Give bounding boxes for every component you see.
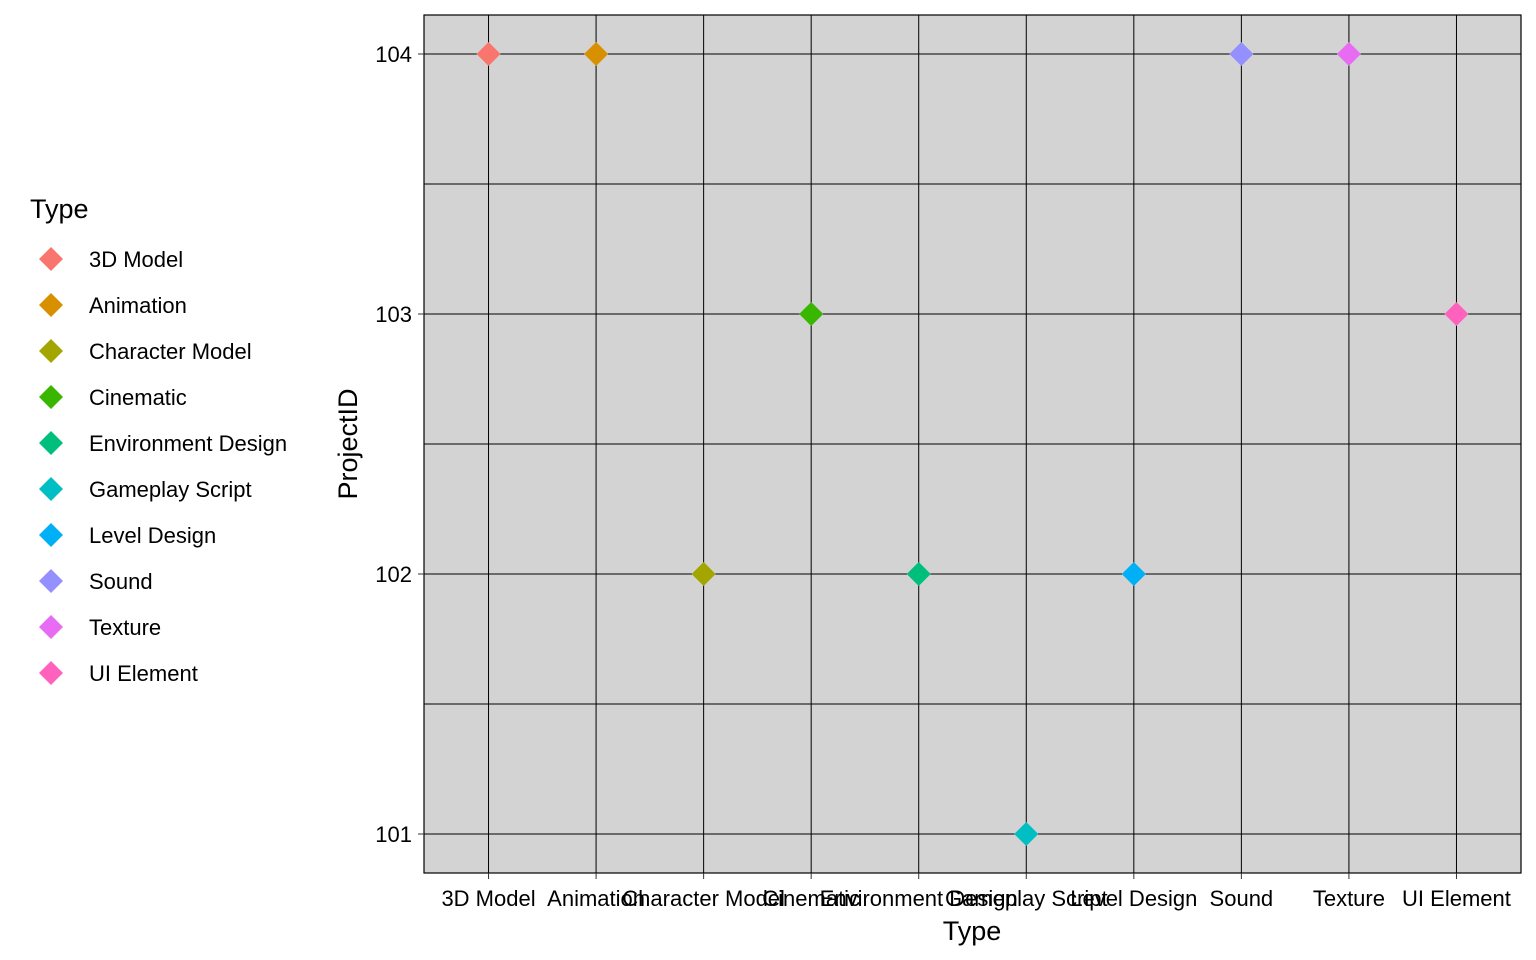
data-point (1444, 302, 1469, 326)
legend-label: UI Element (89, 661, 198, 686)
data-point (1229, 42, 1254, 66)
legend: Type 3D Model Animation Character Model Cin… (30, 194, 287, 686)
data-point (1121, 562, 1146, 586)
y-axis-title: ProjectID (333, 388, 363, 499)
x-axis-title: Type (943, 916, 1002, 946)
x-tick-label: Environment Design (820, 886, 1018, 911)
data-point (476, 42, 501, 66)
legend-label: Animation (89, 293, 187, 318)
data-point (691, 562, 716, 586)
data-point (1014, 822, 1039, 846)
y-tick-label: 101 (375, 822, 412, 847)
legend-key (39, 615, 63, 639)
legend-key (39, 385, 63, 409)
data-point (1336, 42, 1361, 66)
legend-label: 3D Model (89, 247, 183, 272)
legend-key (39, 569, 63, 593)
x-tick-label: Cinematic (762, 886, 860, 911)
x-tick-label: Animation (547, 886, 645, 911)
data-points (476, 42, 1469, 846)
legend-label: Sound (89, 569, 153, 594)
legend-key (39, 293, 63, 317)
x-tick-label: Gameplay Script (945, 886, 1108, 911)
gridlines (424, 15, 1521, 873)
legend-key (39, 431, 63, 455)
legend-key (39, 661, 63, 685)
legend-label: Texture (89, 615, 161, 640)
y-tick-labels: 101 102 103 104 (375, 42, 412, 847)
legend-label: Environment Design (89, 431, 287, 456)
legend-key (39, 477, 63, 501)
x-tick-label: UI Element (1402, 886, 1511, 911)
x-tick-label: Level Design (1070, 886, 1197, 911)
data-point (584, 42, 609, 66)
legend-title: Type (30, 194, 89, 224)
legend-key (39, 247, 63, 271)
legend-key (39, 523, 63, 547)
legend-label: Level Design (89, 523, 216, 548)
legend-label: Gameplay Script (89, 477, 252, 502)
y-tick-label: 103 (375, 302, 412, 327)
x-tick-label: Texture (1313, 886, 1385, 911)
data-point (799, 302, 824, 326)
y-tick-label: 102 (375, 562, 412, 587)
legend-key (39, 339, 63, 363)
x-tick-label: Sound (1210, 886, 1274, 911)
legend-label: Cinematic (89, 385, 187, 410)
y-tick-label: 104 (375, 42, 412, 67)
legend-label: Character Model (89, 339, 252, 364)
axis-ticks (418, 53, 1457, 879)
x-tick-label: 3D Model (441, 886, 535, 911)
x-tick-label: Character Model (622, 886, 785, 911)
data-point (906, 562, 931, 586)
